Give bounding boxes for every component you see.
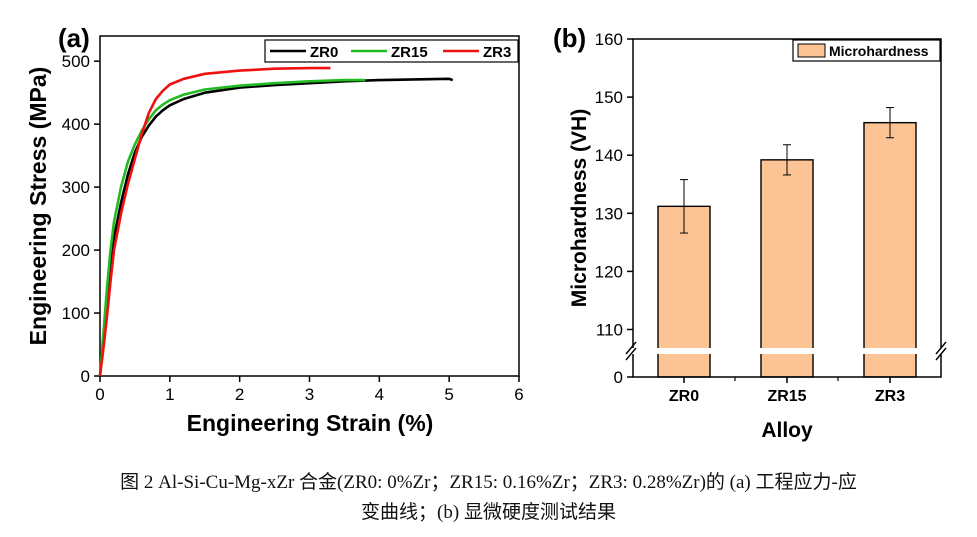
bar-zr15 <box>760 159 814 378</box>
panel-a-legend: ZR0 ZR15 ZR3 <box>264 39 519 63</box>
x-tick-label: 6 <box>514 385 523 404</box>
panel-b-microhardness: (b) 110 120 130 140 150 160 0 ZR0 ZR15 ZR3 Microh… <box>553 23 949 442</box>
x-tick-label: 2 <box>235 385 244 404</box>
x-tick-label: 5 <box>444 385 453 404</box>
x-tick-label: 0 <box>95 385 104 404</box>
y-tick-label-zero: 0 <box>614 368 623 387</box>
y-tick-label: 130 <box>595 204 623 223</box>
legend-label-zr3: ZR3 <box>483 44 511 61</box>
y-tick-label: 0 <box>81 367 90 386</box>
panel-a-x-axis-label: Engineering Strain (%) <box>187 410 434 436</box>
y-tick-label: 160 <box>595 30 623 49</box>
panel-b-label: (b) <box>553 23 586 53</box>
legend-swatch-microhardness <box>797 43 826 58</box>
panel-b-legend: Microhardness <box>792 39 941 62</box>
y-tick-label: 300 <box>62 178 90 197</box>
x-tick-label: 4 <box>375 385 384 404</box>
axis-break-mark-left-1 <box>625 341 637 355</box>
y-tick-label: 500 <box>62 52 90 71</box>
y-tick-label: 150 <box>595 88 623 107</box>
legend-box <box>792 39 941 62</box>
panel-a-stress-strain: (a) 0 1 2 3 4 5 6 0 100 200 300 400 500 ZR0 ZR15 ZR3 E… <box>25 23 524 436</box>
axis-break-gap <box>625 348 949 354</box>
y-tick-label: 140 <box>595 146 623 165</box>
legend-box <box>264 39 519 63</box>
y-tick-label: 200 <box>62 241 90 260</box>
panel-b-bars <box>625 38 949 378</box>
panel-a-y-axis-label: Engineering Stress (MPa) <box>25 67 51 346</box>
legend-label-microhardness: Microhardness <box>829 43 929 59</box>
panel-a-plot-frame <box>99 35 520 377</box>
series-line-zr0 <box>98 77 454 377</box>
series-line-zr3 <box>98 66 331 377</box>
panel-b-ticks: 110 120 130 140 150 160 0 ZR0 ZR15 ZR3 <box>595 30 906 405</box>
y-tick-label: 400 <box>62 115 90 134</box>
panel-b-y-axis-label: Microhardness (VH) <box>568 109 591 307</box>
axis-break-mark-right-1 <box>935 341 947 355</box>
x-tick-label-zr15: ZR15 <box>767 388 806 405</box>
legend-label-zr15: ZR15 <box>391 44 428 61</box>
panel-a-series-lines <box>98 66 454 377</box>
y-tick-label: 100 <box>62 304 90 323</box>
figure-caption-line-2: 变曲线；(b) 显微硬度测试结果 <box>361 502 616 523</box>
figure: (a) 0 1 2 3 4 5 6 0 100 200 300 400 500 ZR0 ZR15 ZR3 E… <box>25 23 949 442</box>
y-tick-label: 120 <box>595 262 623 281</box>
legend-label-zr0: ZR0 <box>310 44 338 61</box>
axis-break-mark-right-2 <box>935 347 947 361</box>
figure-caption-line-1: 图 2 Al-Si-Cu-Mg-xZr 合金(ZR0: 0%Zr；ZR15: 0… <box>120 472 857 493</box>
panel-a-ticks: 0 1 2 3 4 5 6 0 100 200 300 400 500 <box>62 52 524 404</box>
x-tick-label: 1 <box>165 385 174 404</box>
y-tick-label: 110 <box>596 321 623 340</box>
x-tick-label-zr3: ZR3 <box>875 388 905 405</box>
panel-b-x-axis-label: Alloy <box>761 419 813 442</box>
series-line-zr15 <box>98 78 366 377</box>
bar-zr3 <box>863 121 917 378</box>
x-tick-label-zr0: ZR0 <box>669 388 699 405</box>
panel-a-label: (a) <box>58 23 90 53</box>
x-tick-label: 3 <box>305 385 314 404</box>
axis-break-mark-left-2 <box>625 347 637 361</box>
